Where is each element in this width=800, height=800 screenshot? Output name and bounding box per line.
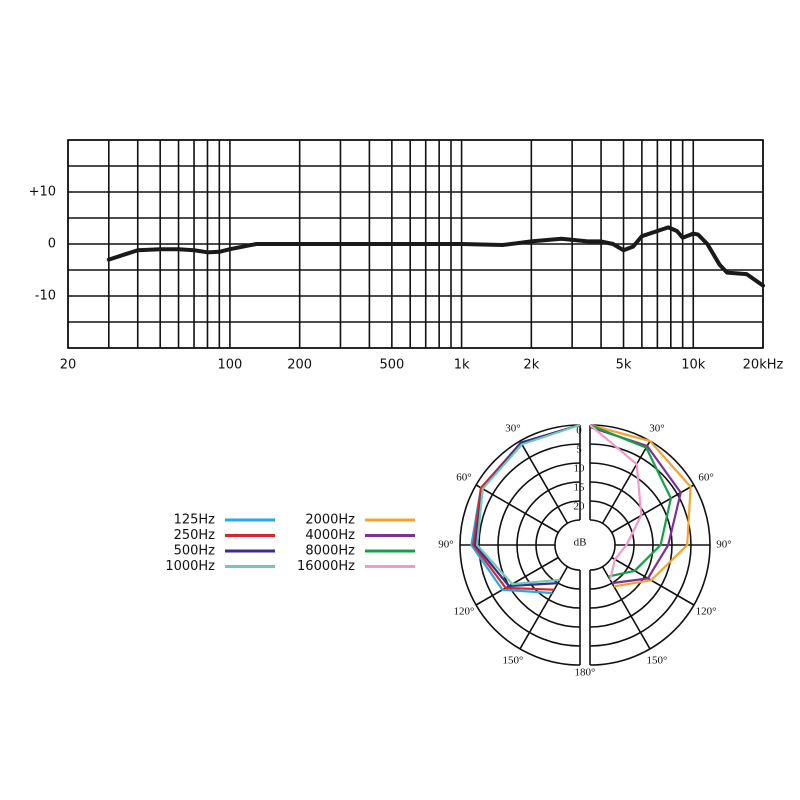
legend-label: 250Hz xyxy=(174,528,216,543)
ring-label: 5 xyxy=(576,444,582,456)
x-tick-label: 2k xyxy=(523,358,539,373)
x-tick-label: 20 xyxy=(60,358,77,373)
angle-label: 90° xyxy=(716,539,731,551)
x-tick-label: 100 xyxy=(218,358,243,373)
x-tick-label: 1k xyxy=(454,358,470,373)
spoke xyxy=(601,566,651,650)
angle-label: 150° xyxy=(503,655,524,667)
legend-label: 125Hz xyxy=(174,513,216,528)
spoke xyxy=(611,556,695,606)
polar-line xyxy=(589,424,643,581)
angle-label: 30° xyxy=(505,422,520,434)
x-tick-label: 200 xyxy=(287,358,312,373)
ring-label: 0 xyxy=(576,425,582,437)
y-tick-label: 0 xyxy=(48,237,56,252)
ring xyxy=(554,519,581,571)
angle-label: 180° xyxy=(575,667,596,679)
ring-label: 10 xyxy=(574,463,586,475)
angle-label: 90° xyxy=(438,539,453,551)
x-tick-label: 10k xyxy=(681,358,706,373)
spoke xyxy=(475,556,559,606)
polar-line xyxy=(476,423,581,586)
x-tick-label: 500 xyxy=(379,358,404,373)
angle-label: 150° xyxy=(647,655,668,667)
y-tick-label: -10 xyxy=(35,289,56,304)
legend-label: 2000Hz xyxy=(305,513,355,528)
polar-line xyxy=(589,423,672,578)
angle-label: 60° xyxy=(698,472,713,484)
ring-label: 15 xyxy=(574,482,586,494)
r-axis-label: dB xyxy=(574,537,587,549)
angle-label: 30° xyxy=(649,422,664,434)
response-line xyxy=(106,225,765,288)
x-tick-label: 5k xyxy=(616,358,632,373)
ring-label: 20 xyxy=(574,501,586,513)
spoke xyxy=(475,484,559,534)
legend-label: 1000Hz xyxy=(165,559,215,574)
angle-label: 120° xyxy=(453,606,474,618)
ring xyxy=(589,519,616,571)
spoke xyxy=(519,440,569,524)
polar-line xyxy=(589,425,682,585)
polar-line xyxy=(589,423,692,588)
legend-label: 4000Hz xyxy=(305,528,355,543)
legend-label: 8000Hz xyxy=(305,544,355,559)
legend-label: 500Hz xyxy=(174,544,216,559)
angle-label: 60° xyxy=(456,472,471,484)
legend-label: 16000Hz xyxy=(297,559,355,574)
spoke xyxy=(601,440,651,524)
y-tick-label: +10 xyxy=(29,185,56,200)
x-tick-label: 20kHz xyxy=(743,358,784,373)
angle-label: 120° xyxy=(696,606,717,618)
